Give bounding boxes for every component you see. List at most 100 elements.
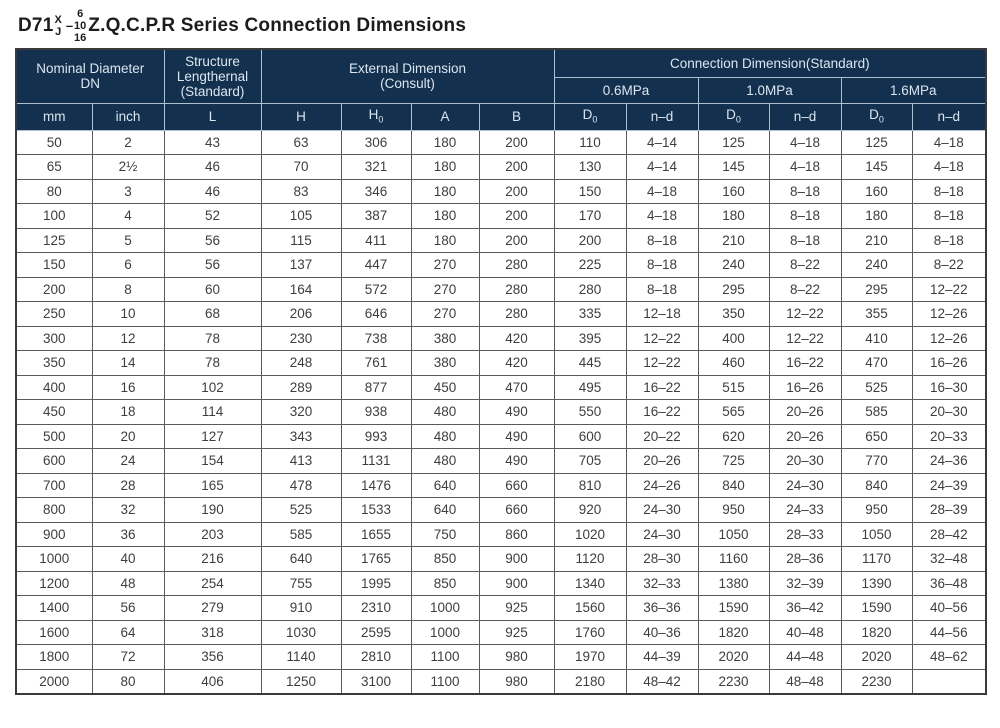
column-header-d0: D0 (553, 102, 627, 131)
table-cell: 24–30 (625, 521, 699, 547)
table-cell: 420 (478, 325, 555, 351)
table-cell: 28 (91, 472, 165, 498)
table-cell: 240 (840, 252, 913, 278)
table-cell: 40–56 (911, 595, 987, 621)
table-cell: 295 (840, 276, 913, 302)
table-cell: 16–26 (768, 374, 842, 400)
table-cell: 295 (697, 276, 770, 302)
table-cell: 270 (410, 252, 480, 278)
table-cell: 105 (260, 203, 342, 229)
table-cell: 490 (478, 423, 555, 449)
table-cell: 2595 (340, 619, 412, 645)
table-row: 700 28 165 478 1476 640 660 810 24–26 840 24–30 840… (15, 472, 987, 498)
table-row: 1000 40 216 640 1765 850 900 1120 28–30 1160 28–36… (15, 546, 987, 572)
table-cell: 387 (340, 203, 412, 229)
table-cell: 4 (91, 203, 165, 229)
table-cell: 20–30 (768, 448, 842, 474)
table-body: 50 2 43 63 306 180 200 110 4–14 125 4–18 125 4–18 65 2… (15, 129, 987, 695)
table-cell: 910 (260, 595, 342, 621)
table-cell: 56 (91, 595, 165, 621)
table-row: 250 10 68 206 646 270 280 335 12–18 350 12–22 355 12… (15, 301, 987, 327)
header-structure-length: Structure Lengthernal (Standard) (163, 48, 262, 104)
table-cell: 270 (410, 301, 480, 327)
table-cell: 14 (91, 350, 165, 376)
table-cell: 1000 (410, 595, 480, 621)
table-cell: 8–22 (911, 252, 987, 278)
table-row: 100 4 52 105 387 180 200 170 4–18 180 8–18 180 8–18 (15, 203, 987, 229)
table-cell: 16 (91, 374, 165, 400)
table-cell: 395 (553, 325, 627, 351)
table-cell: 4–18 (768, 154, 842, 180)
table-cell: 993 (340, 423, 412, 449)
table-row: 800 32 190 525 1533 640 660 920 24–30 950 24–33 950… (15, 497, 987, 523)
table-cell: 1160 (697, 546, 770, 572)
table-cell: 1120 (553, 546, 627, 572)
table-cell: 68 (163, 301, 262, 327)
table-cell: 44–48 (768, 644, 842, 670)
table-cell: 230 (260, 325, 342, 351)
table-row: 1200 48 254 755 1995 850 900 1340 32–33 1380 32–39… (15, 570, 987, 596)
table-cell: 16–30 (911, 374, 987, 400)
table-cell: 12–22 (768, 301, 842, 327)
table-cell: 210 (840, 227, 913, 253)
table-cell: 270 (410, 276, 480, 302)
table-cell: 64 (91, 619, 165, 645)
table-cell: 1100 (410, 644, 480, 670)
table-cell: 48 (91, 570, 165, 596)
title-pressure-6: 6 (77, 7, 84, 20)
table-cell: 180 (410, 227, 480, 253)
table-cell: 1380 (697, 570, 770, 596)
table-cell: 8–18 (911, 203, 987, 229)
table-cell: 1050 (840, 521, 913, 547)
table-cell: 200 (478, 129, 555, 155)
column-header-inch: inch (91, 102, 165, 131)
table-cell: 56 (163, 227, 262, 253)
table-cell: 65 (15, 154, 93, 180)
table-cell: 450 (15, 399, 93, 425)
table-row: 350 14 78 248 761 380 420 445 12–22 460 16–22 470 16… (15, 350, 987, 376)
table-cell: 1655 (340, 521, 412, 547)
table-cell: 32–48 (911, 546, 987, 572)
table-cell: 24–30 (768, 472, 842, 498)
title-model-variant-stack: X J (54, 14, 61, 38)
table-cell: 8–18 (625, 276, 699, 302)
column-header-d0: D0 (697, 102, 770, 131)
title-model-sub: J (55, 25, 62, 38)
table-cell: 572 (340, 276, 412, 302)
table-cell: 420 (478, 350, 555, 376)
table-cell: 20–22 (625, 423, 699, 449)
table-row: 50 2 43 63 306 180 200 110 4–14 125 4–18 125 4–18 (15, 129, 987, 155)
table-cell: 200 (478, 178, 555, 204)
table-cell: 36–48 (911, 570, 987, 596)
table-row: 125 5 56 115 411 180 200 200 8–18 210 8–18 210 8–18 (15, 227, 987, 253)
table-cell: 150 (553, 178, 627, 204)
table-cell: 127 (163, 423, 262, 449)
table-cell: 318 (163, 619, 262, 645)
table-cell: 52 (163, 203, 262, 229)
table-cell: 200 (478, 203, 555, 229)
table-cell: 250 (15, 301, 93, 327)
table-cell: 900 (478, 546, 555, 572)
table-cell: 254 (163, 570, 262, 596)
table-row: 450 18 114 320 938 480 490 550 16–22 565 20–26 585 2… (15, 399, 987, 425)
table-cell: 28–30 (625, 546, 699, 572)
table-cell: 840 (697, 472, 770, 498)
column-header-h: H (260, 102, 342, 131)
table-cell: 130 (553, 154, 627, 180)
table-cell: 200 (553, 227, 627, 253)
table-cell: 114 (163, 399, 262, 425)
title-pressure-10: 10 (74, 19, 87, 32)
table-cell: 210 (697, 227, 770, 253)
table-cell: 1390 (840, 570, 913, 596)
table-cell: 925 (478, 595, 555, 621)
table-cell: 1340 (553, 570, 627, 596)
table-cell: 450 (410, 374, 480, 400)
table-row: 300 12 78 230 738 380 420 395 12–22 400 12–22 410 12… (15, 325, 987, 351)
table-cell: 200 (478, 227, 555, 253)
header-pressure-1-6mpa: 1.6MPa (840, 76, 987, 104)
table-cell: 8–18 (625, 252, 699, 278)
table-cell: 1140 (260, 644, 342, 670)
table-cell: 46 (163, 178, 262, 204)
table-cell: 306 (340, 129, 412, 155)
